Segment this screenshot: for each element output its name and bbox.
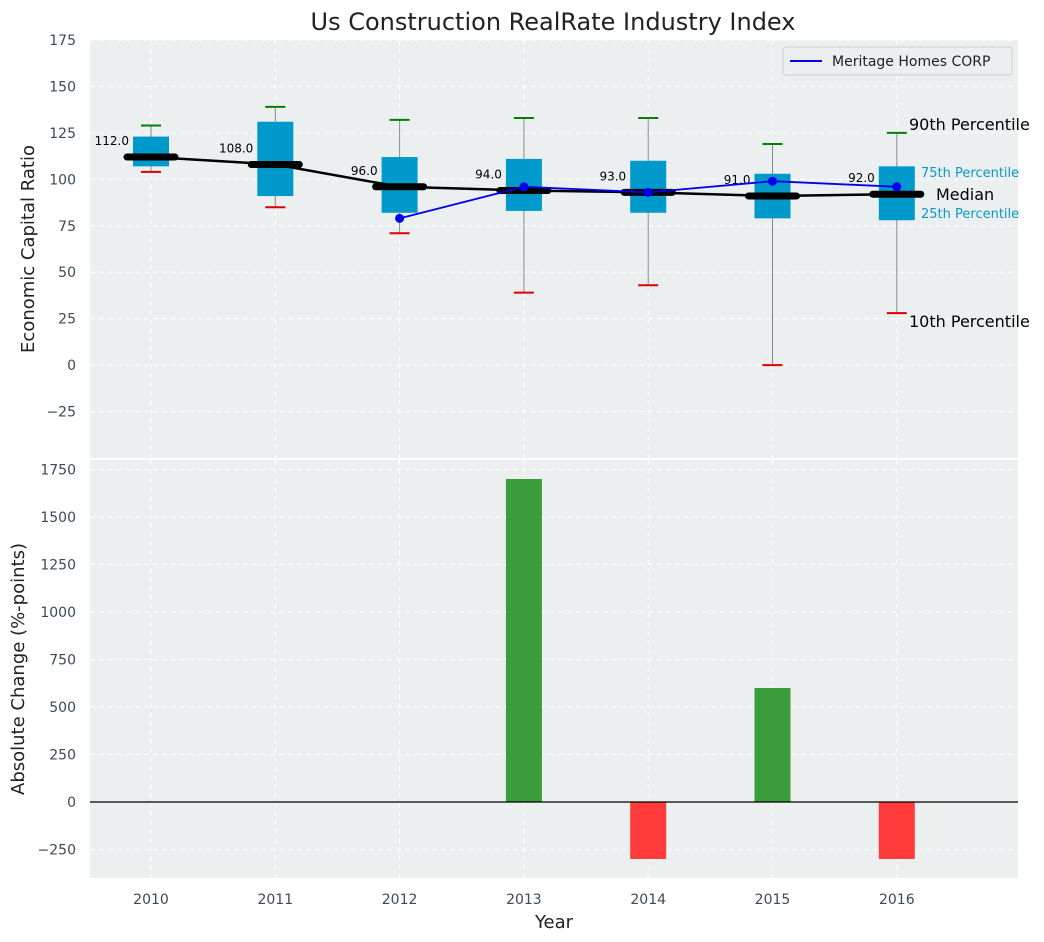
x-tick-label: 2016 xyxy=(879,892,915,908)
series-point xyxy=(395,213,405,223)
bottom-y-tick-label: −250 xyxy=(38,843,76,859)
top-y-tick-label: 25 xyxy=(58,312,76,328)
bottom-y-tick-label: 1750 xyxy=(40,463,76,479)
series-point xyxy=(892,182,902,192)
top-y-tick-label: 125 xyxy=(49,126,76,142)
top-y-tick-label: 50 xyxy=(58,265,76,281)
median-value-label: 96.0 xyxy=(351,164,378,178)
annotation-90th-percentile: 90th Percentile xyxy=(909,115,1030,134)
legend-box xyxy=(782,46,1013,76)
x-tick-label: 2012 xyxy=(382,892,418,908)
box-iqr xyxy=(257,121,294,197)
bottom-y-axis-label: Absolute Change (%-points) xyxy=(8,543,29,795)
annotation-75th-percentile: 75th Percentile xyxy=(921,166,1019,181)
box-iqr xyxy=(630,160,667,213)
bottom-plot-area xyxy=(90,460,1018,878)
top-plot-area xyxy=(90,40,1018,458)
bottom-y-tick-label: 250 xyxy=(49,748,76,764)
x-tick-label: 2014 xyxy=(630,892,666,908)
top-y-tick-label: −25 xyxy=(46,405,76,421)
series-point xyxy=(643,187,653,197)
legend: Meritage Homes CORP xyxy=(782,46,1013,76)
top-y-tick-label: 100 xyxy=(49,172,76,188)
bar xyxy=(878,802,915,859)
series-point xyxy=(768,176,777,186)
top-y-tick-label: 75 xyxy=(58,219,76,235)
bottom-y-tick-label: 1500 xyxy=(40,510,76,526)
chart-title: Us Construction RealRate Industry Index xyxy=(311,8,796,36)
bar xyxy=(505,479,542,802)
bottom-y-tick-label: 750 xyxy=(49,653,76,669)
top-y-tick-label: 150 xyxy=(49,79,76,95)
legend-label-meritage-homes: Meritage Homes CORP xyxy=(832,54,990,70)
x-tick-label: 2015 xyxy=(755,892,791,908)
bottom-y-tick-label: 1000 xyxy=(40,605,76,621)
x-tick-label: 2011 xyxy=(257,892,293,908)
top-y-axis-label: Economic Capital Ratio xyxy=(18,145,39,353)
bar xyxy=(630,802,667,859)
box-iqr xyxy=(133,136,169,167)
series-point xyxy=(519,182,529,192)
annotation-10th-percentile: 10th Percentile xyxy=(909,312,1030,331)
bar xyxy=(754,688,791,802)
top-y-tick-label: 0 xyxy=(67,358,76,374)
median-value-label: 112.0 xyxy=(95,134,129,148)
x-axis-label: Year xyxy=(534,912,574,933)
bottom-y-tick-label: 0 xyxy=(67,795,76,811)
top-y-tick-label: 175 xyxy=(49,33,76,49)
bottom-y-tick-label: 500 xyxy=(49,700,76,716)
median-value-label: 108.0 xyxy=(219,141,253,155)
x-tick-label: 2010 xyxy=(133,892,169,908)
median-value-label: 93.0 xyxy=(599,169,626,183)
x-tick-label: 2013 xyxy=(506,892,542,908)
annotation-25th-percentile: 25th Percentile xyxy=(921,207,1019,222)
annotation-median: Median xyxy=(936,185,994,204)
median-value-label: 94.0 xyxy=(475,167,502,181)
median-value-label: 92.0 xyxy=(848,171,875,185)
bottom-y-tick-label: 1250 xyxy=(40,558,76,574)
